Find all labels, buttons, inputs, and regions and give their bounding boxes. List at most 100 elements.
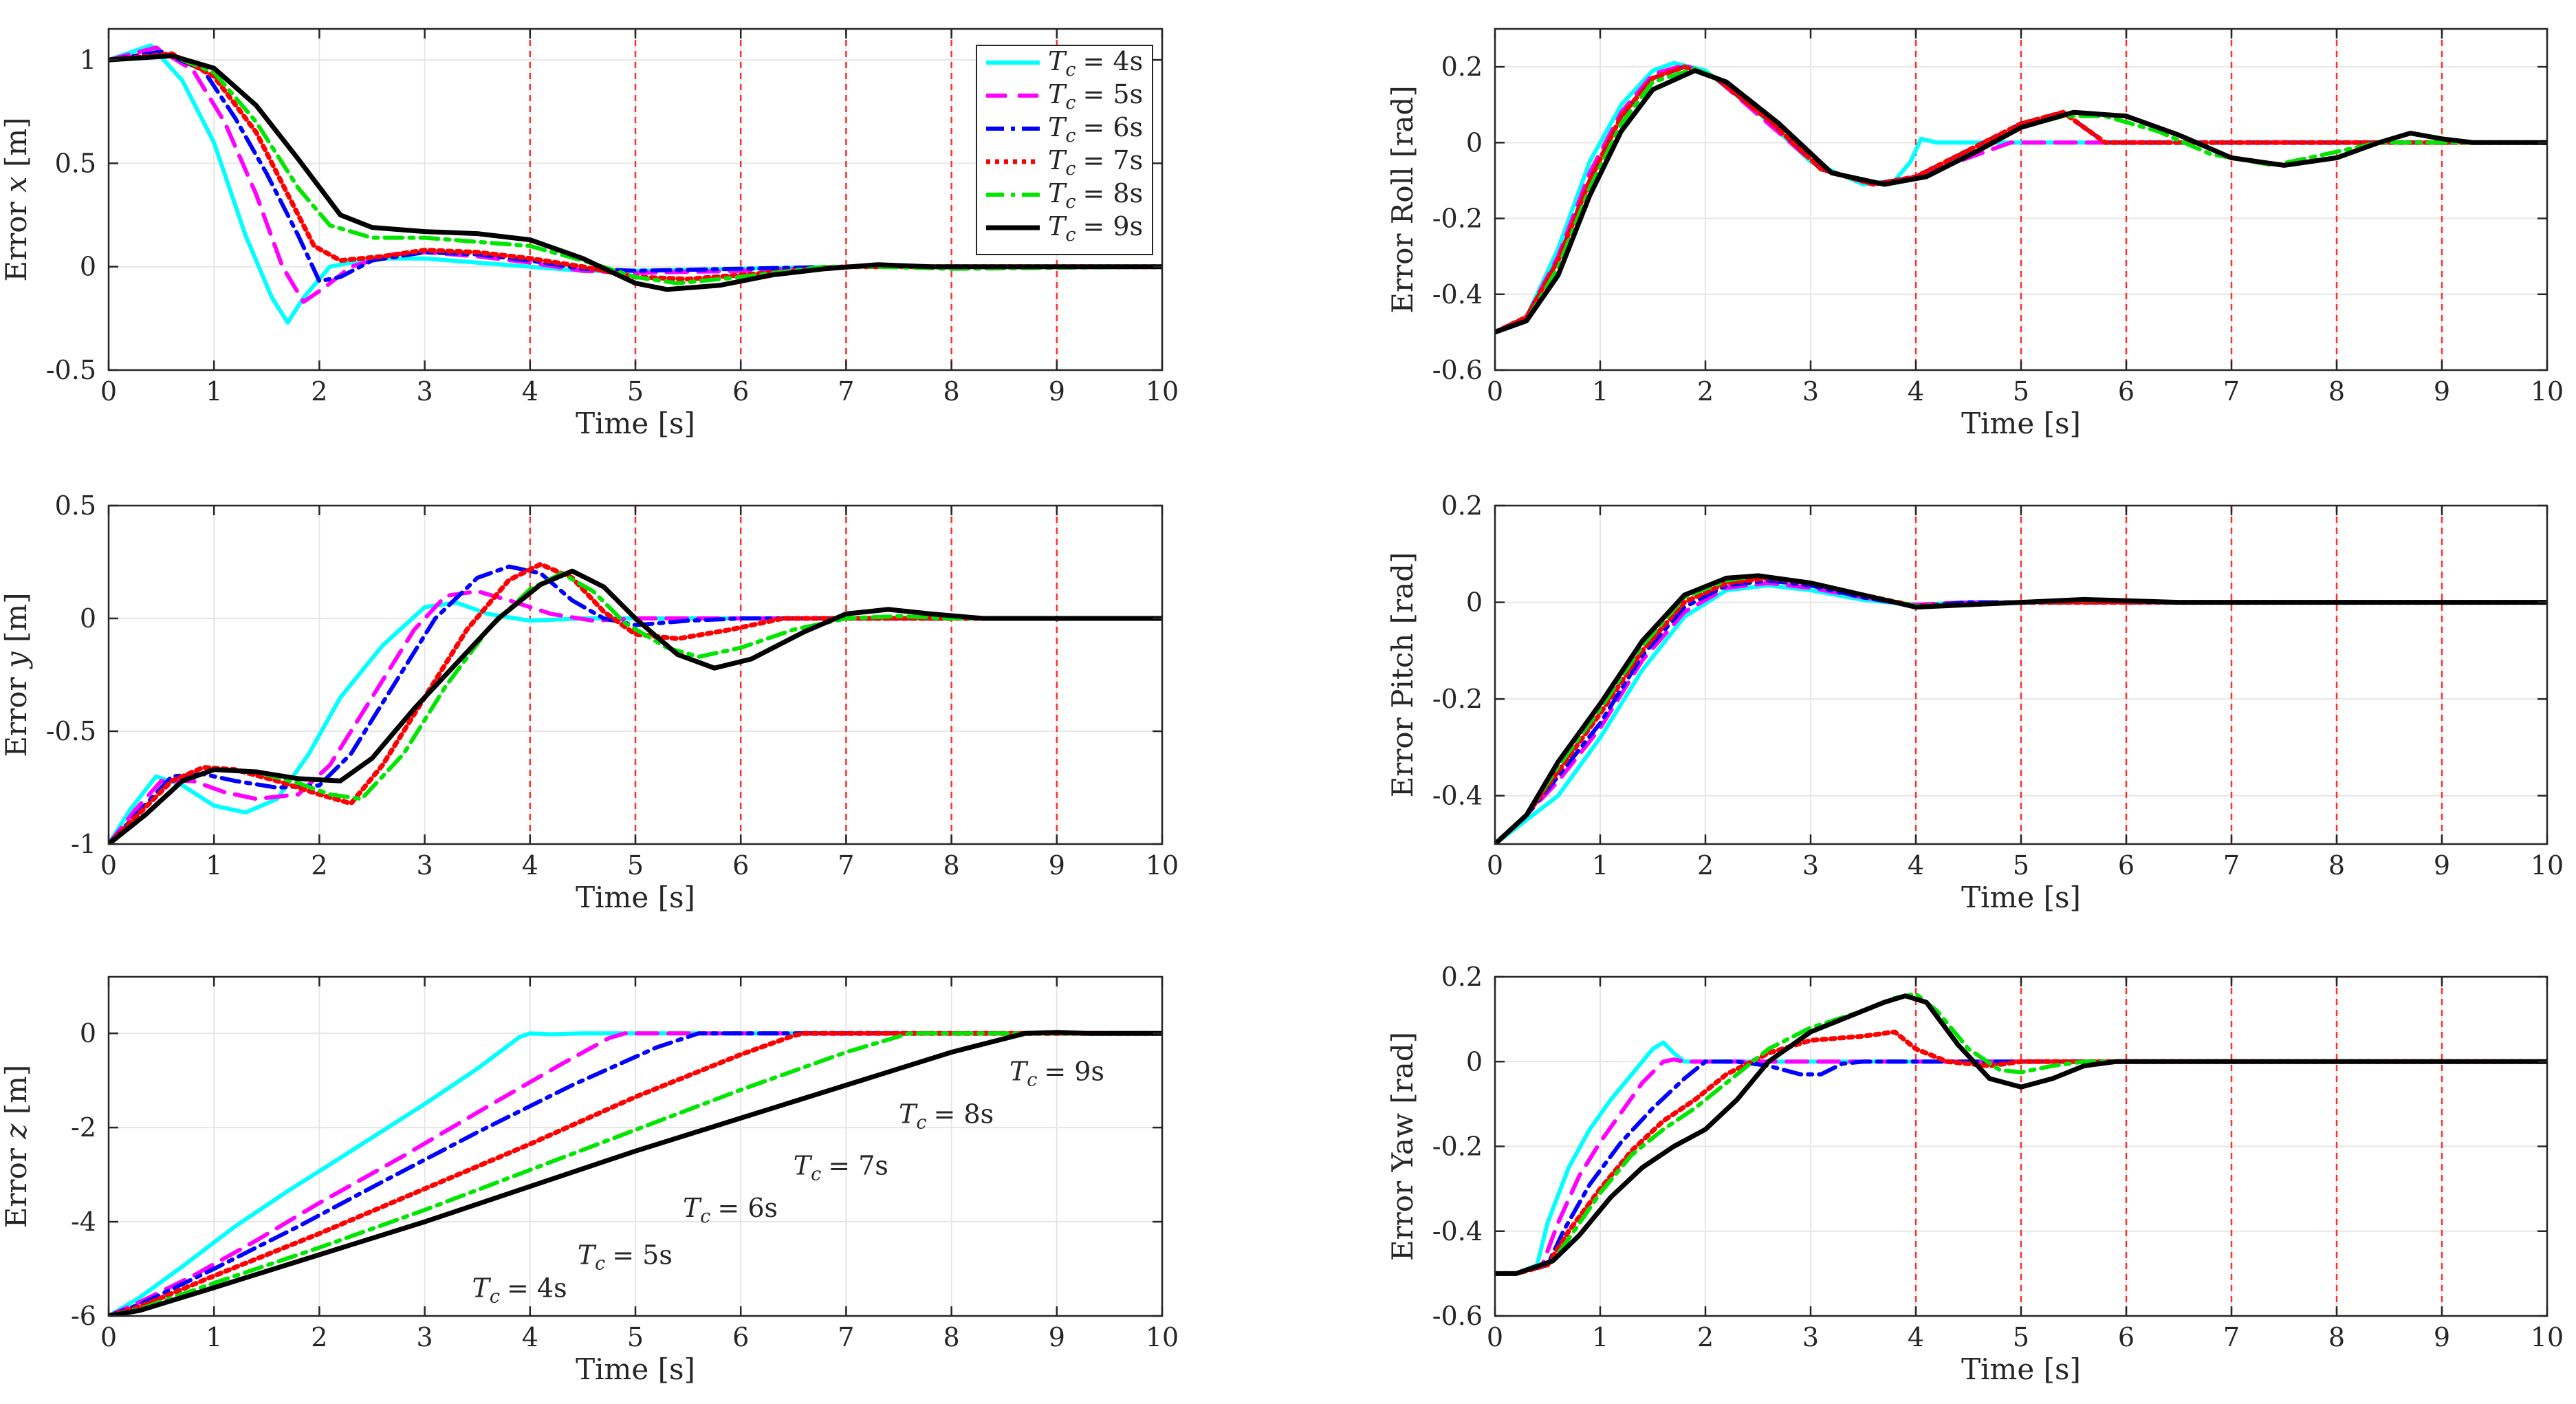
- tc-annotation-4: Tc = 8s: [899, 1099, 994, 1133]
- series-tc7: [109, 51, 1162, 282]
- x-tick-label: 9: [2434, 850, 2450, 881]
- x-tick-label: 2: [1697, 1322, 1714, 1352]
- x-tick-label: 8: [2328, 1322, 2345, 1352]
- y-tick-label: -2: [71, 1112, 96, 1143]
- x-tick-label: 7: [838, 376, 854, 407]
- legend-label-tc6: Tc = 6s: [1048, 112, 1143, 147]
- x-tick-label: 7: [2223, 850, 2240, 881]
- y-tick-label: -6: [71, 1301, 96, 1331]
- x-tick-label: 9: [1049, 376, 1065, 407]
- x-tick-label: 2: [311, 376, 327, 407]
- tc-annotation-1: Tc = 5s: [578, 1240, 673, 1275]
- y-tick-label: -0.6: [1432, 355, 1483, 385]
- series-tc6: [109, 50, 1162, 283]
- legend-label-tc5: Tc = 5s: [1048, 79, 1143, 114]
- x-tick-label: 4: [522, 376, 538, 407]
- legend-box: [976, 45, 1153, 255]
- tc-annotation-2: Tc = 6s: [683, 1193, 778, 1227]
- y-axis-label: Error x [m]: [0, 117, 33, 281]
- x-tick-label: 6: [2118, 850, 2135, 881]
- y-tick-label: 1: [80, 45, 96, 75]
- x-tick-label: 7: [838, 850, 854, 881]
- x-tick-label: 3: [417, 376, 433, 407]
- x-tick-label: 7: [2223, 1322, 2240, 1352]
- x-tick-label: 5: [2013, 1322, 2029, 1352]
- x-tick-label: 1: [206, 376, 222, 407]
- x-tick-label: 4: [1908, 850, 1924, 881]
- x-tick-label: 10: [2531, 850, 2564, 881]
- y-tick-label: -0.2: [1432, 1132, 1483, 1162]
- series-tc9: [109, 53, 1162, 292]
- y-tick-label: -0.4: [1432, 1216, 1483, 1246]
- x-tick-label: 0: [100, 1322, 117, 1352]
- tc-annotation-5: Tc = 9s: [1009, 1057, 1104, 1091]
- y-tick-label: 0.2: [1441, 962, 1483, 992]
- panel-y: 0 1 2 3 4 5 6 7 8 9 10 -1 -0.5 0 0.5 Time [s] Error y [m…: [0, 490, 1179, 914]
- y-tick-label: -0.5: [46, 716, 96, 746]
- x-tick-label: 10: [2531, 376, 2564, 407]
- x-tick-label: 2: [311, 1322, 327, 1352]
- y-axis-label: Error y [m]: [0, 592, 33, 757]
- x-tick-label: 3: [417, 850, 433, 881]
- x-tick-label: 0: [1487, 376, 1503, 407]
- x-tick-label: 10: [2531, 1322, 2564, 1352]
- y-axis-label: Error z [m]: [0, 1065, 33, 1229]
- y-tick-label: 0.5: [55, 148, 96, 178]
- x-tick-label: 3: [1802, 850, 1819, 881]
- y-tick-label: -0.4: [1432, 781, 1483, 811]
- x-tick-label: 0: [1487, 850, 1503, 881]
- y-tick-label: 0.2: [1441, 490, 1483, 521]
- y-tick-label: -0.2: [1432, 204, 1483, 234]
- x-tick-label: 4: [522, 850, 538, 881]
- x-tick-label: 1: [206, 850, 222, 881]
- series-tc7: [109, 1030, 1162, 1316]
- x-tick-label: 0: [100, 850, 117, 881]
- x-tick-label: 5: [2013, 850, 2029, 881]
- series-tc9: [1495, 993, 2547, 1276]
- legend-label-tc9: Tc = 9s: [1048, 211, 1143, 246]
- y-tick-label: -0.4: [1432, 279, 1483, 310]
- x-tick-label: 0: [1487, 1322, 1503, 1352]
- x-tick-label: 1: [1592, 1322, 1608, 1352]
- x-tick-label: 7: [838, 1322, 854, 1352]
- y-axis-label: Error Yaw [rad]: [1386, 1032, 1419, 1261]
- x-tick-label: 4: [522, 1322, 538, 1352]
- x-tick-label: 3: [1802, 1322, 1819, 1352]
- x-tick-label: 8: [2328, 376, 2345, 407]
- y-tick-label: 0: [80, 252, 96, 282]
- x-tick-label: 5: [627, 376, 644, 407]
- x-axis-label: Time [s]: [1961, 881, 2081, 914]
- x-tick-label: 8: [943, 376, 960, 407]
- y-tick-label: 0: [1466, 587, 1483, 618]
- y-tick-label: 0: [80, 1018, 96, 1048]
- x-tick-label: 2: [311, 850, 327, 881]
- tc-annotation-3: Tc = 7s: [794, 1151, 888, 1185]
- y-tick-label: -0.5: [46, 355, 96, 385]
- legend-label-tc4: Tc = 4s: [1048, 46, 1143, 80]
- x-tick-label: 9: [2434, 1322, 2450, 1352]
- y-tick-label: -0.2: [1432, 684, 1483, 714]
- panel-z: 0 1 2 3 4 5 6 7 8 9 10 -6 -4 -2 0 Time [s] Error z [m] Tc…: [0, 975, 1179, 1386]
- panel-yaw: 0 1 2 3 4 5 6 7 8 9 10 -0.6 -0.4 -0.2 0 0.2 Time [s] Erro…: [1386, 962, 2564, 1386]
- x-tick-label: 9: [2434, 376, 2450, 407]
- x-tick-label: 3: [417, 1322, 433, 1352]
- y-tick-label: 0.2: [1441, 52, 1483, 82]
- series-tc5: [109, 1031, 1162, 1316]
- x-tick-label: 10: [1146, 1322, 1179, 1352]
- series-tc6: [109, 1031, 1162, 1316]
- panel-pitch: 0 1 2 3 4 5 6 7 8 9 10 -0.4 -0.2 0 0.2 Time [s] Error Pi…: [1386, 490, 2564, 914]
- legend-label-tc7: Tc = 7s: [1048, 145, 1143, 180]
- x-axis-label: Time [s]: [576, 407, 695, 440]
- y-tick-label: 0: [80, 603, 96, 634]
- x-axis-label: Time [s]: [1961, 1352, 2081, 1386]
- series-tc9: [1495, 573, 2547, 844]
- y-tick-label: -0.6: [1432, 1301, 1483, 1331]
- x-axis-label: Time [s]: [1961, 407, 2081, 440]
- x-tick-label: 1: [1592, 376, 1608, 407]
- x-tick-label: 10: [1146, 376, 1179, 407]
- y-tick-label: -1: [71, 829, 96, 859]
- x-tick-label: 1: [206, 1322, 222, 1352]
- legend-label-tc8: Tc = 8s: [1048, 178, 1143, 213]
